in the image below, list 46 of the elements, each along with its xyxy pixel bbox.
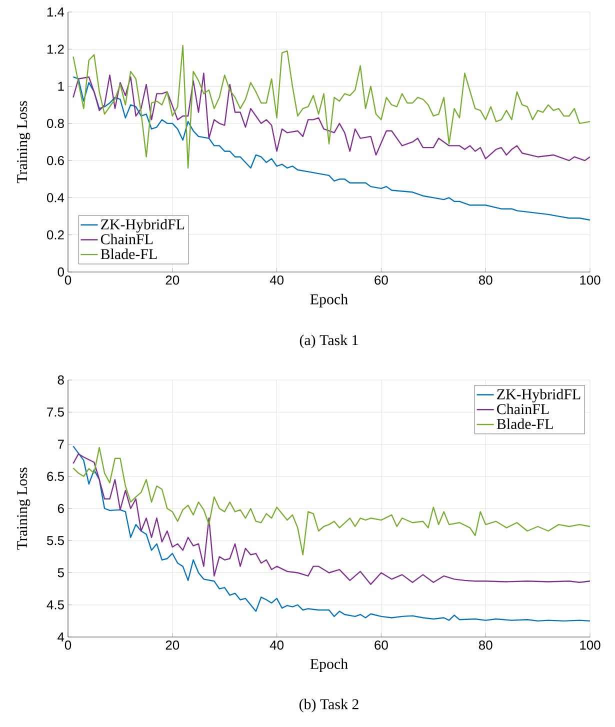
y-tick-label: 7: [58, 440, 64, 449]
y-tick-label: 0.6: [46, 156, 64, 166]
x-tick-label: 40: [270, 640, 284, 650]
x-tick-label: 0: [64, 640, 72, 650]
y-tick-label: 6: [58, 504, 64, 514]
legend-label: ZK-HybridFL: [497, 388, 580, 402]
text: (a) Task 1: [300, 334, 358, 348]
line-series: [72, 446, 590, 556]
legend-label: Blade-FL: [100, 248, 157, 260]
x-tick-label: 60: [374, 276, 388, 285]
line-series: [72, 453, 590, 585]
x-tick-label: 20: [166, 276, 180, 285]
y-tick-label: 4.5: [46, 600, 64, 610]
y-tick-label: 6.5: [47, 472, 64, 481]
x-tick-label: 80: [478, 276, 492, 285]
x-axis-title: Epoch: [310, 294, 348, 308]
y-tick-label: 5.5: [46, 536, 64, 546]
y-tick-label: 1.2: [47, 44, 64, 54]
legend-label: ChainFL: [497, 404, 549, 414]
y-tick-label: 0.4: [46, 193, 64, 202]
legend-label: ZK-HybridFL: [101, 218, 184, 233]
x-tick-label: 80: [478, 640, 492, 650]
y-tick-label: 0: [58, 267, 64, 277]
y-tick-label: 8: [58, 375, 64, 385]
line-series: [72, 446, 590, 622]
line-series: [72, 44, 590, 169]
y-tick-label: 7.5: [47, 408, 64, 417]
y-axis-title: Training Loss: [17, 101, 30, 184]
y-tick-label: 1: [58, 82, 64, 91]
y-tick-label: 4: [58, 632, 64, 642]
x-tick-label: 20: [166, 640, 180, 650]
y-axis-title: Training Loss: [17, 468, 30, 550]
text: (b) Task 2: [299, 698, 358, 712]
line-series: [72, 72, 590, 162]
legend-label: ChainFL: [100, 234, 153, 244]
x-tick-label: 0: [64, 276, 72, 285]
x-axis-title: Epoch: [310, 658, 348, 672]
legend-label: Blade-FL: [496, 418, 553, 430]
y-tick-label: 0.2: [46, 230, 64, 240]
x-tick-label: 60: [374, 640, 388, 650]
x-tick-label: 100: [580, 640, 600, 650]
y-tick-label: 5: [58, 568, 64, 578]
y-tick-label: 0.8: [46, 118, 64, 128]
x-tick-label: 40: [270, 276, 284, 285]
y-tick-label: 1.4: [47, 8, 64, 16]
x-tick-label: 100: [580, 276, 600, 285]
